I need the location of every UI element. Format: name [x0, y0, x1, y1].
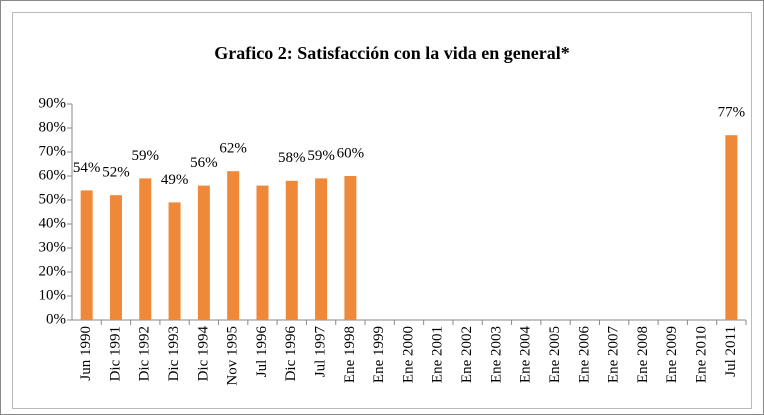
x-tick-label: Ene 2004	[518, 326, 534, 384]
y-tick-label: 70%	[39, 143, 67, 159]
y-tick-label: 40%	[39, 215, 67, 231]
x-tick-label: Ene 1999	[371, 326, 387, 383]
chart-title: Grafico 2: Satisfacción con la vida en g…	[214, 43, 569, 63]
bar	[80, 190, 93, 320]
bar	[139, 178, 152, 320]
y-tick-label: 10%	[39, 287, 67, 303]
x-tick-label: Dic 1991	[107, 326, 123, 381]
data-label: 58%	[278, 150, 306, 166]
bar	[344, 176, 357, 320]
x-tick-label: Jul 2011	[723, 326, 739, 377]
x-tick-label: Ene 2009	[664, 326, 680, 383]
data-label: 56%	[190, 155, 218, 171]
y-tick-label: 60%	[39, 167, 67, 183]
x-tick-label: Jul 1996	[254, 326, 270, 378]
bar	[285, 180, 298, 320]
plot-frame	[12, 12, 752, 409]
x-tick-label: Ene 1998	[342, 326, 358, 383]
x-tick-label: Dic 1993	[166, 326, 182, 381]
x-tick-label: Ene 2008	[635, 326, 651, 383]
bar	[256, 185, 269, 320]
data-label: 59%	[132, 148, 160, 164]
bar	[168, 202, 181, 320]
y-tick-label: 50%	[39, 191, 67, 207]
x-tick-label: Ene 2000	[400, 326, 416, 383]
x-tick-label: Dic 1996	[283, 326, 299, 382]
y-tick-label: 30%	[39, 239, 67, 255]
x-tick-label: Dic 1992	[137, 326, 153, 381]
data-label: 54%	[73, 160, 101, 176]
x-tick-label: Nov 1995	[225, 326, 241, 386]
x-tick-label: Ene 2010	[693, 326, 709, 383]
data-label: 77%	[718, 105, 746, 121]
bar	[109, 195, 122, 320]
x-tick-label: Jul 1997	[313, 326, 329, 378]
y-tick-label: 90%	[39, 95, 67, 111]
data-label: 60%	[337, 145, 365, 161]
y-tick-label: 0%	[46, 311, 66, 327]
bar	[197, 185, 210, 320]
y-tick-label: 20%	[39, 263, 67, 279]
bar	[725, 135, 738, 320]
x-tick-label: Ene 2006	[576, 326, 592, 384]
x-tick-label: Ene 2003	[488, 326, 504, 383]
data-label: 49%	[161, 172, 189, 188]
x-tick-label: Jun 1990	[78, 326, 94, 381]
y-tick-label: 80%	[39, 119, 67, 135]
bar	[227, 171, 240, 320]
data-label: 59%	[307, 148, 335, 164]
x-tick-label: Ene 2007	[606, 326, 622, 384]
x-tick-label: Ene 2005	[547, 326, 563, 383]
x-tick-label: Ene 2001	[430, 326, 446, 383]
data-label: 52%	[102, 165, 130, 181]
data-label: 62%	[219, 141, 247, 157]
x-tick-label: Ene 2002	[459, 326, 475, 383]
x-tick-label: Dic 1994	[195, 326, 211, 382]
bar	[315, 178, 328, 320]
